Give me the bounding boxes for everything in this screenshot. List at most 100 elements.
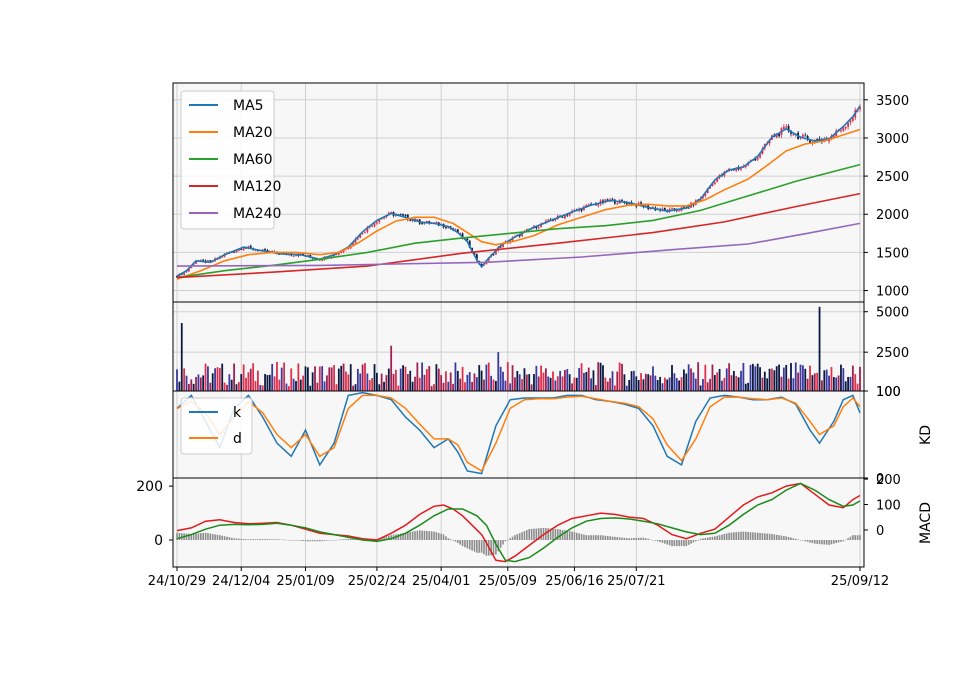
volume-bar bbox=[304, 366, 307, 391]
macd-histogram-bar bbox=[585, 535, 588, 541]
candle-body bbox=[337, 252, 340, 255]
macd-histogram-bar bbox=[837, 540, 840, 543]
kd-axis-label: KD bbox=[918, 425, 934, 445]
volume-bar bbox=[813, 373, 816, 391]
macd-histogram-bar bbox=[199, 533, 202, 541]
macd-histogram-bar bbox=[783, 535, 785, 541]
macd-histogram-bar bbox=[580, 533, 583, 541]
volume-bar bbox=[680, 377, 683, 391]
macd-histogram-bar bbox=[825, 540, 828, 545]
macd-histogram-bar bbox=[806, 540, 809, 542]
volume-bar bbox=[630, 371, 633, 391]
candle-body bbox=[554, 219, 557, 221]
macd-histogram-bar bbox=[714, 536, 716, 541]
price-tick-label: 3000 bbox=[876, 132, 909, 147]
candle-body bbox=[295, 255, 297, 257]
candle-body bbox=[525, 229, 528, 231]
candle-body bbox=[192, 264, 195, 266]
volume-bar bbox=[649, 375, 652, 391]
volume-bar bbox=[778, 364, 780, 391]
macd-histogram-bar bbox=[447, 538, 450, 541]
macd-histogram-bar bbox=[671, 540, 673, 547]
candle-body bbox=[278, 253, 281, 255]
volume-bar bbox=[644, 373, 647, 391]
volume-bar bbox=[445, 371, 447, 391]
macd-histogram-bar bbox=[821, 540, 823, 545]
macd-histogram-bar bbox=[616, 537, 619, 541]
volume-bar bbox=[590, 378, 592, 391]
macd-histogram-bar bbox=[192, 533, 195, 541]
macd-histogram-bar bbox=[423, 530, 426, 541]
volume-bar bbox=[468, 371, 471, 391]
macd-histogram-bar bbox=[428, 531, 431, 541]
volume-bar bbox=[487, 362, 490, 391]
macd-histogram-bar bbox=[430, 531, 433, 541]
macd-histogram-bar bbox=[704, 538, 707, 541]
candle-body bbox=[787, 126, 790, 132]
macd-histogram-bar bbox=[228, 537, 231, 541]
volume-bar bbox=[647, 374, 650, 391]
volume-bar bbox=[728, 363, 731, 391]
kd-legend-label-d: d bbox=[233, 431, 242, 447]
macd-histogram-bar bbox=[645, 538, 647, 541]
volume-bar bbox=[540, 365, 543, 391]
candle-body bbox=[568, 213, 571, 216]
macd-signal-line-green bbox=[176, 482, 861, 563]
macd-histogram-bar bbox=[518, 533, 521, 541]
volume-bar bbox=[761, 377, 764, 391]
candle-body bbox=[309, 255, 312, 258]
macd-histogram-bar bbox=[506, 539, 509, 541]
volume-bar bbox=[775, 366, 778, 391]
volume-bar bbox=[216, 367, 219, 391]
candle-body bbox=[649, 208, 652, 210]
volume-bar bbox=[176, 369, 178, 391]
volume-bar bbox=[442, 382, 445, 391]
volume-bar bbox=[675, 377, 678, 391]
macd-histogram-bar bbox=[618, 537, 621, 541]
macd-histogram-bar bbox=[694, 540, 697, 542]
volume-bar bbox=[799, 364, 802, 391]
volume-bar bbox=[785, 364, 788, 391]
volume-bar bbox=[492, 379, 495, 391]
volume-bar bbox=[699, 385, 702, 391]
volume-bar bbox=[613, 385, 616, 391]
macd-histogram-bar bbox=[623, 537, 626, 541]
macd-histogram-bar bbox=[823, 540, 826, 545]
macd-line-red bbox=[176, 482, 861, 563]
candle-body bbox=[816, 139, 819, 141]
macd-histogram-bar bbox=[526, 530, 528, 541]
volume-bar bbox=[721, 380, 723, 391]
volume-bar bbox=[530, 384, 533, 391]
volume-bar bbox=[247, 372, 250, 391]
volume-bar bbox=[297, 363, 300, 391]
macd-histogram-bar bbox=[516, 534, 519, 541]
macd-histogram-bar bbox=[599, 535, 602, 541]
macd-histogram-bar bbox=[559, 529, 561, 541]
macd-histogram-bar bbox=[230, 537, 233, 541]
macd-histogram-bar bbox=[342, 539, 345, 541]
volume-bar bbox=[235, 384, 238, 391]
volume-bar bbox=[207, 366, 209, 391]
macd-histogram-bar bbox=[749, 532, 752, 541]
macd-histogram-bar bbox=[809, 540, 811, 543]
macd-histogram-bar bbox=[690, 540, 692, 544]
macd-histogram-bar bbox=[537, 528, 540, 541]
macd-histogram-bar bbox=[835, 540, 838, 544]
candle-body bbox=[744, 165, 747, 168]
volume-bar bbox=[713, 375, 716, 391]
candle-body bbox=[235, 250, 238, 253]
macd-histogram-bar bbox=[697, 540, 699, 541]
candle-body bbox=[842, 127, 845, 132]
candle-body bbox=[801, 134, 804, 137]
volume-bar bbox=[544, 368, 547, 391]
candle-body bbox=[540, 223, 543, 228]
candle-body bbox=[352, 243, 355, 247]
volume-bar bbox=[742, 362, 745, 391]
macd-histogram-bar bbox=[530, 528, 533, 541]
volume-bar bbox=[483, 379, 485, 391]
macd-histogram-bar bbox=[771, 533, 773, 541]
candle-body bbox=[354, 239, 357, 244]
volume-bar bbox=[309, 385, 312, 391]
volume-bar bbox=[452, 383, 454, 391]
macd-histogram-bar bbox=[464, 540, 466, 548]
